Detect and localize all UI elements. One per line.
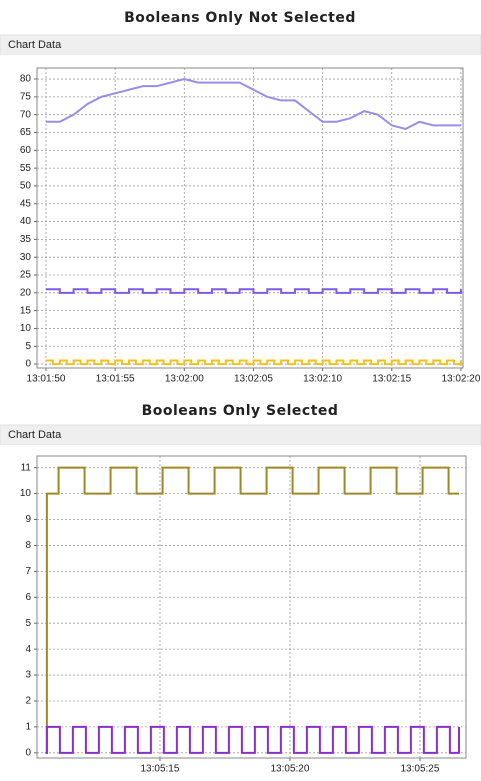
panel-header: [0, 34, 481, 56]
y-tick-label: 4: [25, 644, 31, 655]
y-tick-label: 50: [20, 181, 32, 192]
y-tick-label: 10: [20, 323, 32, 334]
plot-area: [37, 456, 466, 758]
y-tick-label: 11: [21, 462, 32, 473]
y-tick-label: 15: [20, 305, 32, 316]
y-tick-label: 7: [25, 566, 31, 577]
x-tick-label: 13:05:15: [141, 764, 180, 775]
y-tick-label: 20: [20, 287, 32, 298]
y-tick-label: 80: [20, 74, 32, 85]
x-tick-label: 13:01:55: [96, 374, 135, 385]
y-tick-label: 6: [25, 592, 31, 603]
x-tick-label: 13:02:15: [372, 374, 411, 385]
y-tick-label: 70: [20, 109, 32, 120]
panel-title: Chart Data: [8, 429, 62, 441]
plot-area: [37, 68, 463, 368]
chart-title: Booleans Only Selected: [142, 403, 339, 419]
y-tick-label: 9: [25, 514, 31, 525]
panel-header: [0, 424, 481, 446]
series-line: [45, 359, 462, 366]
series-line: [45, 78, 461, 130]
x-tick-label: 13:01:50: [27, 374, 66, 385]
y-tick-label: 30: [20, 252, 32, 263]
plot-frame: [36, 67, 464, 369]
x-tick-label: 13:05:25: [401, 764, 440, 775]
x-tick-label: 13:02:00: [165, 374, 204, 385]
y-tick-label: 0: [25, 359, 31, 370]
series-line: [45, 288, 462, 294]
y-tick-label: 1: [25, 722, 31, 733]
y-tick-label: 55: [20, 163, 32, 174]
plot-frame: [36, 455, 467, 759]
x-tick-label: 13:02:20: [441, 374, 480, 385]
y-tick-label: 35: [20, 234, 32, 245]
y-tick-label: 10: [20, 488, 32, 499]
series-line: [45, 466, 459, 754]
y-tick-label: 45: [20, 198, 32, 209]
y-tick-label: 60: [20, 145, 32, 156]
chart-title: Booleans Only Not Selected: [124, 10, 356, 26]
y-tick-label: 2: [25, 696, 31, 707]
series-line: [45, 725, 460, 754]
y-tick-label: 8: [25, 540, 31, 551]
y-tick-label: 3: [25, 670, 31, 681]
y-tick-label: 65: [20, 127, 32, 138]
y-tick-label: 25: [20, 270, 32, 281]
y-tick-label: 0: [25, 747, 31, 758]
panel-title: Chart Data: [8, 39, 62, 51]
x-tick-label: 13:02:10: [303, 374, 342, 385]
y-tick-label: 5: [25, 341, 31, 352]
y-tick-label: 40: [20, 216, 32, 227]
x-tick-label: 13:02:05: [234, 374, 273, 385]
x-tick-label: 13:05:20: [271, 764, 310, 775]
y-tick-label: 75: [20, 92, 32, 103]
y-tick-label: 5: [25, 618, 31, 629]
